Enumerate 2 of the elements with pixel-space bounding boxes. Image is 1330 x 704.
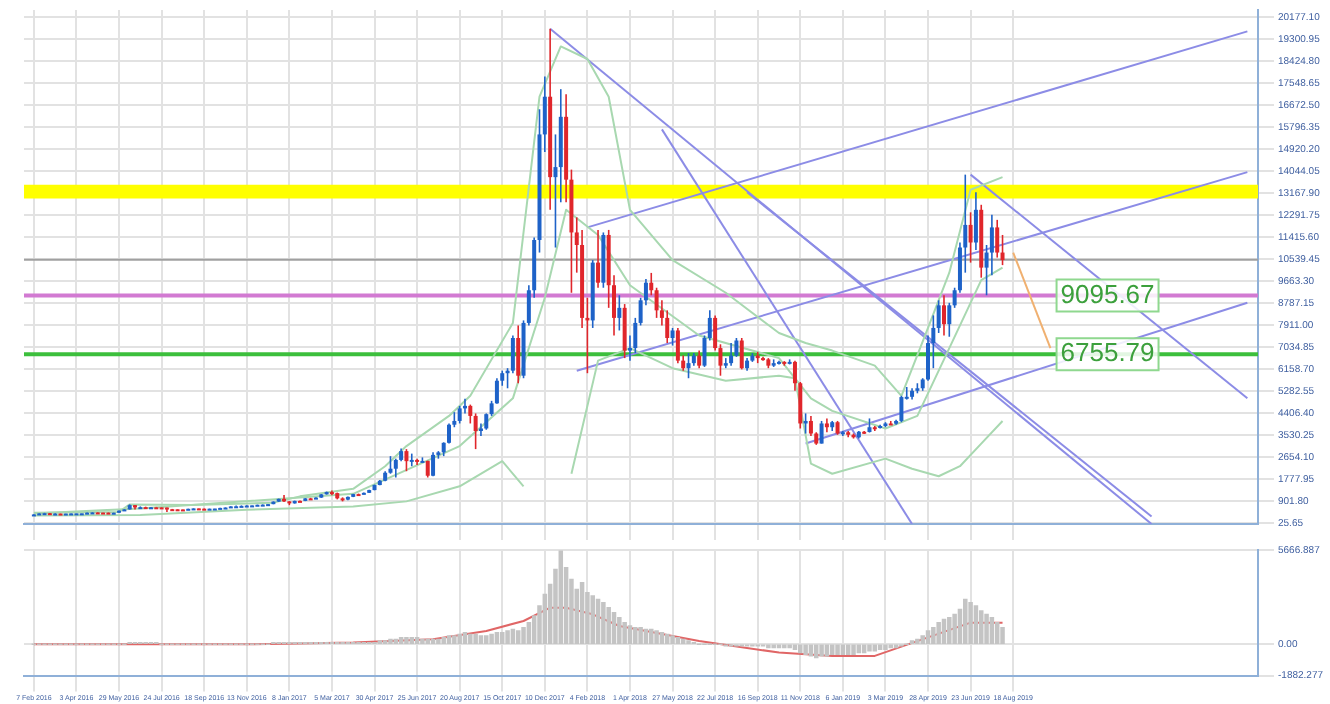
ref-line-label: 9095.67 <box>1060 278 1155 309</box>
ref-line-label: 6755.79 <box>1060 337 1155 368</box>
